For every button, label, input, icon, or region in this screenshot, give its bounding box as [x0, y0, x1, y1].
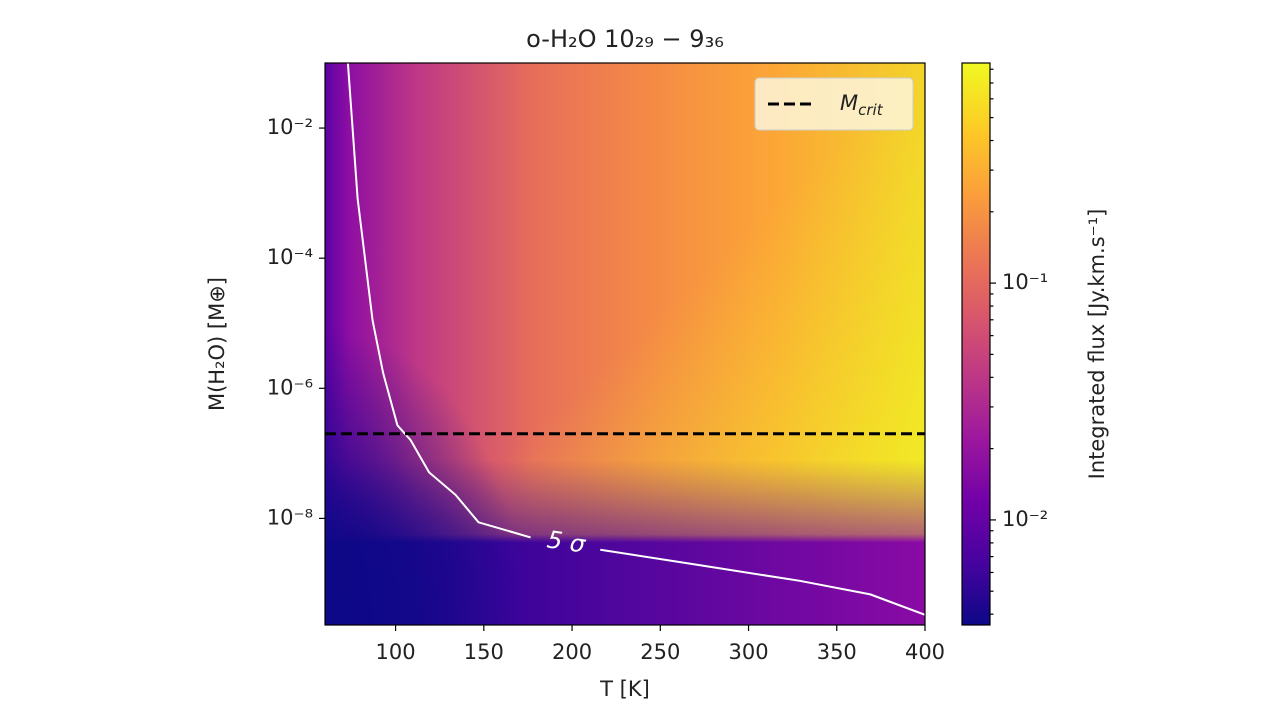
colorbar-tick-label: 10⁻²	[1002, 507, 1048, 531]
colorbar	[962, 63, 990, 625]
y-tick-label: 10⁻⁶	[267, 375, 313, 399]
contour-line	[346, 62, 926, 616]
colorbar-frame	[961, 62, 991, 626]
colorbar-label: Integrated flux [Jy.km.s⁻¹]	[1085, 209, 1109, 480]
y-tick-label: 10⁻⁴	[267, 245, 313, 269]
legend: Mcrit	[754, 77, 914, 131]
y-tick-label: 10⁻⁸	[267, 505, 313, 529]
legend-label: Mcrit	[840, 91, 884, 119]
colorbar-tick-label: 10⁻¹	[1002, 270, 1048, 294]
x-tick-label: 250	[640, 640, 680, 664]
x-tick-label: 200	[552, 640, 592, 664]
heatmap	[325, 63, 925, 625]
x-axis-label: T [K]	[599, 677, 650, 701]
x-tick-label: 300	[728, 640, 768, 664]
x-tick-label: 150	[464, 640, 504, 664]
x-tick-label: 350	[817, 640, 857, 664]
legend-box	[754, 77, 914, 131]
y-tick-label: 10⁻²	[267, 115, 313, 139]
chart-title: o-H₂O 10₂₉ − 9₃₆	[526, 25, 724, 53]
x-tick-label: 400	[905, 640, 945, 664]
contour-label: 5 σ	[545, 525, 587, 558]
plot-frame	[324, 62, 926, 626]
x-tick-label: 100	[376, 640, 416, 664]
y-axis-label: M(H₂O) [M⊕]	[205, 277, 229, 411]
